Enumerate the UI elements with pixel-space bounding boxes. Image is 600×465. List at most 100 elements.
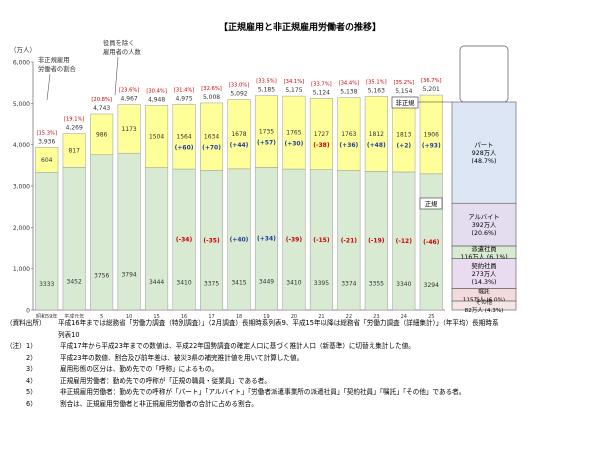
note-text: 非正規雇用労働者：勤め先での呼称が「パート」「アルバイト」「労働者派遣事業所の派… bbox=[60, 388, 466, 396]
irregular-bar bbox=[282, 95, 306, 170]
source-line: 列表10 bbox=[58, 330, 80, 339]
regular-value-label: 3794 bbox=[121, 272, 136, 279]
regular-change-label: (-34) bbox=[176, 237, 193, 244]
note-text: 雇用形態の区分は、勤め先での「呼称」によるもの。 bbox=[60, 365, 219, 373]
y-tick-label: 6,000 bbox=[13, 60, 30, 67]
irregular-change-label: (+70) bbox=[202, 145, 221, 152]
regular-tag-box bbox=[419, 197, 443, 210]
total-value-label: 3,936 bbox=[38, 138, 55, 145]
total-value-label: 5,185 bbox=[258, 87, 275, 94]
x-tick-label: 17 bbox=[208, 314, 214, 318]
ratio-label: [19.1%] bbox=[64, 117, 85, 123]
note-label bbox=[6, 376, 26, 388]
irregular-change-label: (+44) bbox=[230, 142, 249, 149]
y-tick-label: 3,000 bbox=[13, 184, 30, 191]
x-tick-label: 15 bbox=[153, 314, 159, 318]
note-number: 6） bbox=[26, 399, 37, 408]
x-tick-label: 平成元年 bbox=[64, 313, 84, 318]
breakdown-label: 928万人 bbox=[472, 149, 497, 157]
irregular-value-label: 1812 bbox=[369, 131, 384, 138]
irregular-value-label: 1813 bbox=[396, 131, 411, 138]
irregular-change-label: (+93) bbox=[422, 142, 441, 149]
note-list: （注） 1） 平成17年から平成23年までの数値は、平成22年国勢調査の確定人口に基… bbox=[6, 341, 596, 410]
note-item: 3） 雇用形態の区分は、勤め先での「呼称」によるもの。 bbox=[6, 364, 596, 376]
breakdown-segment bbox=[451, 258, 517, 289]
source-line: 平成16年までは総務省「労働力調査（特別調査）」（2月調査）長期時系列表9、平成… bbox=[58, 319, 499, 327]
note-item: 5） 非正規雇用労働者：勤め先での呼称が「パート」「アルバイト」「労働者派遣事業所… bbox=[6, 387, 596, 399]
total-value-label: 4,967 bbox=[121, 96, 138, 103]
ratio-label: [32.6%] bbox=[201, 86, 222, 92]
breakdown-label: パート bbox=[475, 141, 494, 149]
irregular-bar bbox=[227, 99, 251, 170]
ratio-label: [34.4%] bbox=[339, 81, 360, 87]
breakdown-label: 116万人 (6.1%) bbox=[460, 253, 508, 261]
total-value-label: 5,138 bbox=[340, 89, 357, 96]
breakdown-label: 392万人 bbox=[472, 221, 497, 229]
regular-value-label: 3375 bbox=[204, 280, 219, 287]
ratio-annotation: 非正規雇用 bbox=[38, 55, 69, 64]
irregular-value-label: 1735 bbox=[259, 129, 274, 136]
x-tick-label: 19 bbox=[263, 314, 269, 318]
irregular-value-label: 1727 bbox=[314, 131, 329, 138]
irregular-value-label: 1763 bbox=[341, 131, 356, 138]
regular-value-label: 3333 bbox=[39, 281, 54, 288]
data-labels: 昭和59年 3333 604 3,936 [15.3%] 平成元年 3452 817 4,269… bbox=[36, 78, 441, 318]
irregular-bar bbox=[90, 113, 114, 156]
note-label: （注） bbox=[6, 342, 26, 350]
regular-change-label: (-15) bbox=[313, 237, 330, 244]
irregular-value-label: 986 bbox=[96, 131, 108, 138]
note-label bbox=[6, 353, 26, 365]
regular-change-label: (-12) bbox=[396, 238, 413, 245]
regular-bar bbox=[90, 154, 114, 311]
regular-change-label: (-39) bbox=[286, 237, 303, 244]
note-text: 正規雇用労働者：勤め先での呼称が「正規の職員・従業員」である者。 bbox=[60, 376, 271, 385]
regular-value-label: 3452 bbox=[67, 279, 82, 286]
irregular-change-label: (+60) bbox=[175, 145, 194, 152]
total-value-label: 5,163 bbox=[368, 87, 385, 94]
total-value-label: 5,154 bbox=[395, 88, 412, 95]
ratio-label: [36.7%] bbox=[421, 78, 442, 84]
ratio-label: [34.1%] bbox=[284, 79, 305, 85]
ratio-label: [30.4%] bbox=[146, 88, 167, 94]
regular-bar bbox=[62, 167, 86, 311]
x-tick-label: 昭和59年 bbox=[36, 313, 57, 318]
y-tick-label: 5,000 bbox=[13, 101, 30, 108]
ratio-label: [15.3%] bbox=[36, 130, 57, 136]
ratio-annotation: 労働者の割合 bbox=[38, 64, 76, 73]
regular-value-label: 3449 bbox=[259, 279, 274, 286]
total-value-label: 4,269 bbox=[66, 125, 83, 132]
total-pointer bbox=[114, 56, 119, 96]
note-label bbox=[6, 387, 26, 399]
note-text: 平成23年の数値、割合及び前年差は、被災3県の補完推計値を用いて計算した値。 bbox=[60, 353, 304, 362]
x-tick-label: 16 bbox=[181, 314, 187, 318]
total-value-label: 4,975 bbox=[175, 95, 192, 102]
total-value-label: 4,743 bbox=[93, 105, 110, 112]
irregular-value-label: 1173 bbox=[121, 126, 136, 133]
note-number: 3） bbox=[26, 365, 37, 373]
ratio-label: [35.1%] bbox=[366, 79, 387, 85]
note-item: 2） 平成23年の数値、割合及び前年差は、被災3県の補完推計値を用いて計算した値。 bbox=[6, 353, 596, 365]
regular-value-label: 3410 bbox=[176, 280, 191, 287]
breakdown-label: (14.3%) bbox=[472, 279, 497, 286]
x-tick-label: 20 bbox=[291, 314, 297, 318]
note-number: 1） bbox=[26, 342, 37, 350]
ratio-label: [23.6%] bbox=[119, 88, 140, 94]
x-tick-label: 21 bbox=[318, 314, 324, 318]
regular-value-label: 3355 bbox=[369, 281, 384, 288]
total-value-label: 4,948 bbox=[148, 96, 165, 103]
breakdown-label: (48.7%) bbox=[472, 158, 497, 165]
irregular-value-label: 1564 bbox=[176, 134, 191, 141]
x-tick-label: 18 bbox=[236, 314, 242, 318]
irregular-bar bbox=[364, 96, 388, 172]
regular-change-label: (-46) bbox=[423, 239, 440, 246]
note-label bbox=[6, 364, 26, 376]
regular-value-label: 3756 bbox=[94, 272, 109, 279]
irregular-tag: 非正規 bbox=[396, 98, 416, 107]
total-annotation: 役員を除く bbox=[103, 38, 134, 47]
x-tick-label: 23 bbox=[373, 314, 379, 318]
note-text: 平成17年から平成23年までの数値は、平成22年国勢調査の確定人口に基づく推計人… bbox=[60, 342, 415, 350]
irregular-value-label: 817 bbox=[68, 147, 80, 154]
irregular-bar bbox=[337, 97, 361, 171]
total-value-label: 5,201 bbox=[423, 86, 440, 93]
